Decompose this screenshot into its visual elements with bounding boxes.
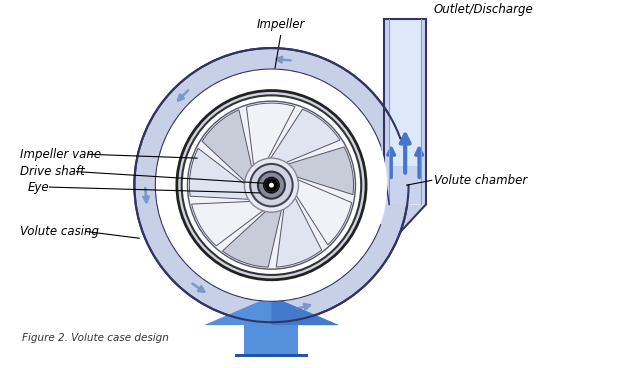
- Polygon shape: [235, 354, 308, 368]
- Circle shape: [134, 48, 409, 322]
- Polygon shape: [192, 201, 266, 246]
- Text: Drive shaft: Drive shaft: [21, 165, 85, 178]
- Circle shape: [157, 70, 386, 300]
- Circle shape: [187, 101, 356, 269]
- Circle shape: [269, 183, 274, 188]
- Polygon shape: [276, 195, 321, 267]
- Text: Eye: Eye: [28, 181, 50, 194]
- Text: Outlet/Discharge: Outlet/Discharge: [434, 3, 534, 16]
- Circle shape: [182, 95, 361, 275]
- Text: Figure 2. Volute case design: Figure 2. Volute case design: [22, 333, 169, 343]
- Polygon shape: [384, 19, 426, 205]
- Text: Inlet/Suction: Inlet/Suction: [234, 358, 309, 368]
- Polygon shape: [295, 178, 352, 245]
- Circle shape: [264, 177, 279, 193]
- Polygon shape: [223, 207, 282, 267]
- Text: Impeller vane: Impeller vane: [21, 148, 102, 161]
- Text: Volute casing: Volute casing: [21, 225, 99, 238]
- Circle shape: [258, 171, 285, 199]
- Polygon shape: [271, 296, 339, 325]
- Polygon shape: [246, 103, 295, 169]
- Polygon shape: [285, 147, 354, 195]
- Polygon shape: [383, 166, 426, 205]
- Polygon shape: [269, 109, 340, 164]
- Polygon shape: [204, 296, 339, 325]
- Circle shape: [250, 164, 293, 206]
- Polygon shape: [190, 148, 252, 199]
- Polygon shape: [264, 178, 279, 192]
- Text: Impeller: Impeller: [257, 18, 305, 31]
- Polygon shape: [389, 19, 421, 205]
- Text: Volute chamber: Volute chamber: [434, 174, 527, 187]
- Circle shape: [177, 91, 366, 280]
- Circle shape: [245, 158, 298, 212]
- Circle shape: [157, 71, 386, 299]
- Polygon shape: [245, 322, 298, 359]
- Polygon shape: [380, 145, 426, 232]
- Circle shape: [155, 69, 388, 301]
- Polygon shape: [134, 48, 400, 322]
- Polygon shape: [202, 110, 253, 184]
